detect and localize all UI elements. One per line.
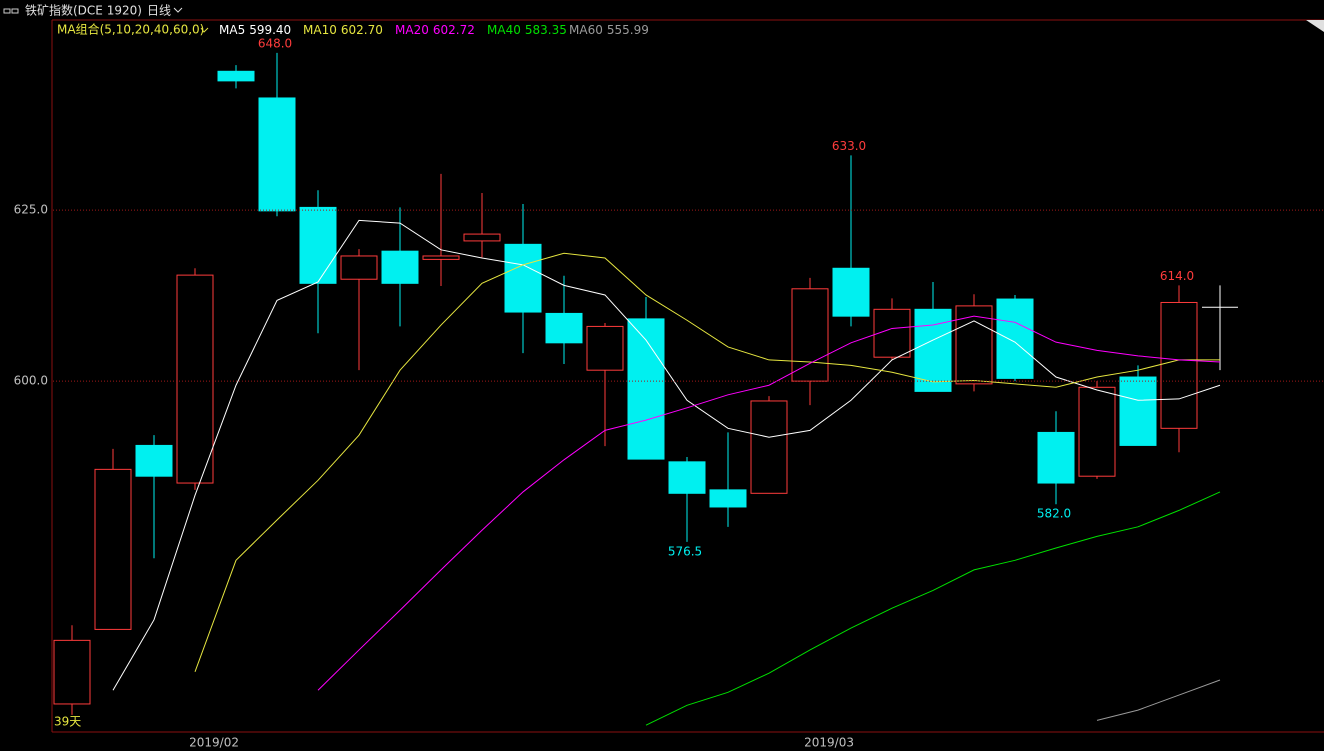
candle-body	[135, 444, 173, 477]
extreme-label: 648.0	[258, 36, 292, 50]
candle-body	[217, 70, 255, 82]
candle-body	[1078, 386, 1116, 477]
candle-body	[463, 233, 501, 242]
candle-body	[381, 250, 419, 284]
legend-value: 583.35	[525, 23, 567, 37]
candle-body	[873, 308, 911, 358]
ma-line	[194, 252, 1220, 672]
candle-body	[258, 97, 296, 212]
extreme-label: 614.0	[1160, 269, 1194, 283]
candle-body	[504, 243, 542, 313]
candle-body	[832, 267, 870, 317]
candle-body	[627, 318, 665, 460]
candle-body	[340, 255, 378, 280]
legend-value: 602.70	[341, 23, 383, 37]
candle-body	[94, 468, 132, 630]
candle-body	[53, 639, 91, 705]
candle-body	[709, 489, 747, 508]
indicator-chevron[interactable]	[200, 27, 209, 33]
legend-name: MA10	[303, 23, 337, 37]
ma-line	[317, 315, 1221, 691]
legend-entry: MA10 602.70	[303, 23, 383, 37]
candle-body	[176, 274, 214, 484]
legend-entry: MA40 583.35	[487, 23, 567, 37]
legend-name: MA20	[395, 23, 429, 37]
candle-body	[750, 400, 788, 494]
indicator-label[interactable]: MA组合(5,10,20,40,60,0)	[57, 22, 204, 37]
y-tick-label: 600.0	[14, 374, 48, 388]
candle-body	[586, 325, 624, 371]
ma-line	[645, 491, 1221, 726]
extreme-label: 633.0	[832, 139, 866, 153]
corner-note: 39天	[54, 715, 81, 729]
candle-body	[545, 312, 583, 344]
candle-body	[914, 308, 952, 392]
legend-value: 599.40	[249, 23, 291, 37]
legend-name: MA60	[569, 23, 603, 37]
plot-area	[53, 52, 1238, 726]
extreme-label: 582.0	[1037, 507, 1071, 521]
legend-name: MA5	[219, 23, 245, 37]
header-icon	[3, 8, 19, 14]
legend-value: 555.99	[607, 23, 649, 37]
ma-line	[1096, 679, 1221, 721]
period-selector[interactable]: 日线	[147, 4, 171, 18]
candle-body	[299, 206, 337, 284]
x-date-label: 2019/03	[804, 736, 854, 750]
legend-entry: MA20 602.72	[395, 23, 475, 37]
candle-body	[422, 255, 460, 260]
legend-entry: MA60 555.99	[569, 23, 649, 37]
x-date-label: 2019/02	[189, 736, 239, 750]
extreme-label: 576.5	[668, 544, 702, 558]
candle-body	[1160, 301, 1198, 429]
chart-title: 铁矿指数(DCE 1920)	[25, 3, 142, 18]
candle-body	[1037, 431, 1075, 484]
ma-line	[112, 219, 1221, 691]
period-chevron[interactable]	[173, 7, 183, 13]
corner-marker	[1306, 20, 1324, 32]
legend-name: MA40	[487, 23, 521, 37]
candle-body	[791, 288, 829, 382]
candle-body	[668, 461, 706, 494]
candle-body	[1119, 376, 1157, 446]
legend-value: 602.72	[433, 23, 475, 37]
candle-body	[996, 298, 1034, 379]
legend-entry: MA5 599.40	[219, 23, 291, 37]
y-tick-label: 625.0	[14, 203, 48, 217]
